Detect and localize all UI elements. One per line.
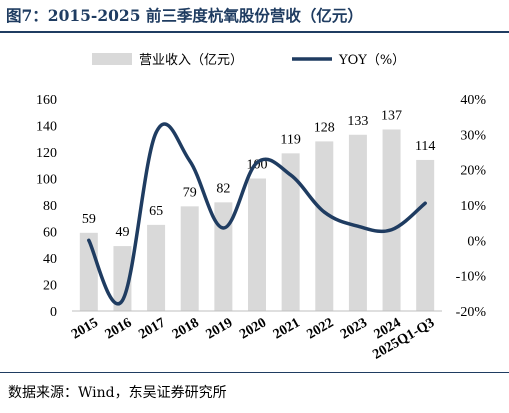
figure-title: 图7：2015-2025 前三季度杭氧股份营收（亿元） (6, 6, 363, 25)
yoy-point (323, 210, 326, 214)
x-axis: 2015 2016 2017 2018 2019 2020 2021 2022 2023 2024… (69, 315, 437, 362)
revenue-bar (147, 224, 166, 311)
footer-divider (0, 372, 509, 373)
revenue-bar (281, 153, 300, 311)
revenue-bar (180, 206, 199, 311)
revenue-bar (214, 202, 233, 311)
left-tick-label: 140 (36, 120, 57, 135)
left-tick-label: 60 (43, 226, 57, 241)
right-tick-label: 30% (460, 128, 486, 143)
revenue-value-label: 137 (381, 108, 402, 123)
revenue-value-label: 114 (415, 139, 435, 154)
yoy-point (188, 159, 191, 163)
yoy-line (87, 122, 427, 306)
revenue-value-label: 128 (314, 120, 335, 135)
yoy-point (121, 299, 124, 302)
x-tick-label: 2019 (204, 315, 236, 342)
right-tick-label: 40% (460, 93, 486, 108)
x-tick-label: 2015 (69, 315, 101, 342)
left-tick-label: 0 (50, 305, 57, 320)
right-axis: -20% -10% 0% 10% 20% 30% 40% (456, 93, 487, 320)
x-tick-label: 2016 (103, 315, 135, 342)
x-tick-label: 2022 (305, 315, 337, 342)
revenue-value-label: 65 (149, 204, 163, 219)
revenue-value-label: 82 (216, 181, 230, 196)
revenue-yoy-chart: 营业收入（亿元） YOY（%） 0 20 40 60 80 100 120 140 160 -2… (36, 53, 487, 363)
x-tick-label: 2020 (237, 315, 269, 342)
right-tick-label: -10% (456, 270, 487, 285)
yoy-point (423, 202, 427, 205)
yoy-point (154, 131, 158, 134)
left-tick-label: 160 (36, 93, 57, 108)
yoy-point (87, 239, 91, 242)
revenue-bar (248, 178, 266, 311)
yoy-point (222, 226, 225, 230)
legend: 营业收入（亿元） YOY（%） (92, 53, 405, 68)
revenue-value-label: 119 (280, 132, 300, 147)
left-tick-label: 40 (43, 252, 57, 267)
left-tick-label: 120 (36, 146, 57, 161)
right-tick-label: 20% (460, 164, 486, 179)
yoy-point (390, 228, 393, 231)
yoy-point (255, 161, 259, 164)
right-tick-label: -20% (456, 305, 487, 320)
right-tick-label: 10% (460, 199, 486, 214)
revenue-value-label: 133 (347, 114, 368, 129)
revenue-bar (348, 134, 367, 311)
x-tick-label: 2023 (338, 315, 370, 342)
legend-swatch-revenue (92, 53, 132, 65)
source-note: 数据来源：Wind，东吴证券研究所 (8, 385, 227, 401)
revenue-value-label: 49 (115, 225, 129, 240)
revenue-bar (382, 129, 401, 311)
revenue-bar (416, 159, 435, 311)
revenue-value-label: 79 (183, 185, 197, 200)
yoy-point (289, 173, 292, 177)
title-divider (0, 31, 509, 33)
yoy-point (356, 225, 360, 228)
x-tick-label: 2021 (271, 315, 303, 342)
x-tick-label: 2018 (170, 315, 202, 342)
left-tick-label: 100 (36, 173, 57, 188)
revenue-bars (79, 129, 435, 311)
revenue-bar (315, 141, 334, 311)
x-tick-label: 2017 (136, 315, 168, 342)
revenue-bar (113, 246, 132, 311)
legend-label-yoy: YOY（%） (338, 53, 405, 68)
left-axis: 0 20 40 60 80 100 120 140 160 (36, 93, 57, 320)
left-tick-label: 80 (43, 199, 57, 214)
left-tick-label: 20 (43, 279, 57, 294)
revenue-value-label: 59 (82, 212, 96, 227)
legend-label-revenue: 营业收入（亿元） (139, 53, 243, 68)
right-tick-label: 0% (467, 234, 486, 249)
